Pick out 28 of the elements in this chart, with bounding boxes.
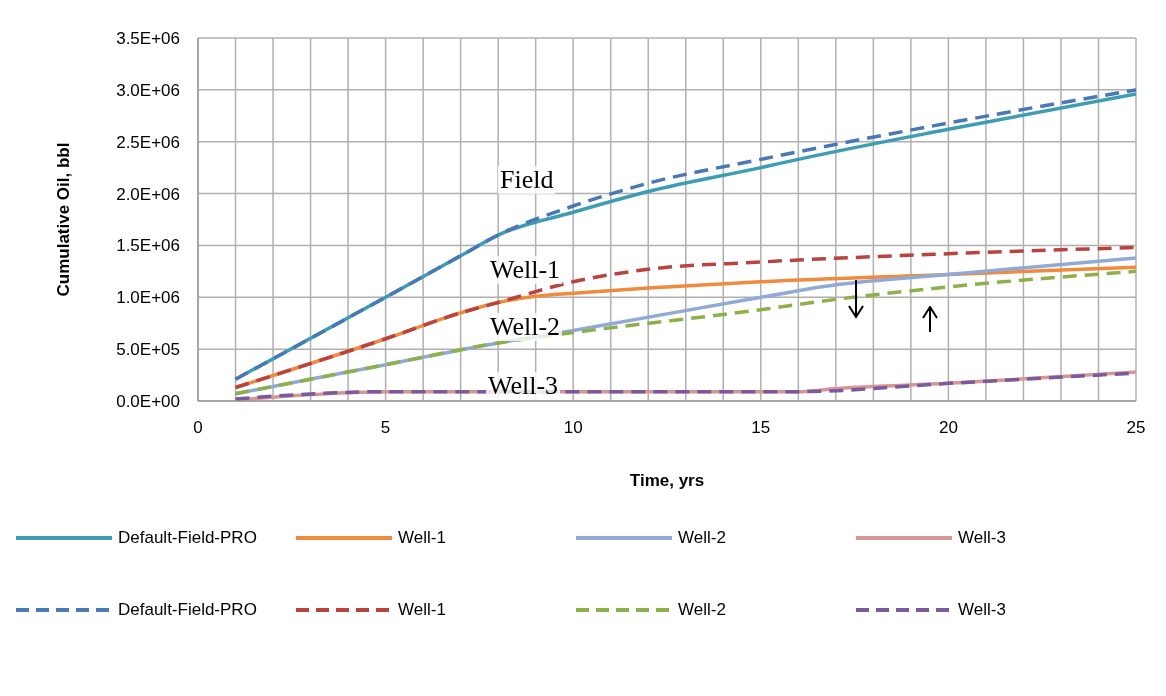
legend-label: Well-2 <box>678 600 726 620</box>
annotation: Well-2 <box>488 312 563 341</box>
legend-label: Default-Field-PRO <box>118 600 257 620</box>
y-tick-label: 1.0E+06 <box>116 288 180 308</box>
legend-label: Default-Field-PRO <box>118 528 257 548</box>
annotation: Field <box>498 165 556 194</box>
y-tick-label: 0.0E+00 <box>116 392 180 412</box>
x-tick-label: 5 <box>380 418 391 438</box>
y-tick-label: 2.0E+06 <box>116 184 180 204</box>
y-tick-label: 3.0E+06 <box>116 80 180 100</box>
x-tick-label: 0 <box>193 418 203 438</box>
x-tick-label: 10 <box>563 418 583 438</box>
y-tick-label: 5.0E+05 <box>116 340 180 360</box>
x-tick-label: 15 <box>751 418 771 438</box>
legend-label: Well-3 <box>958 528 1006 548</box>
legend-label: Well-1 <box>398 600 446 620</box>
legend-label: Well-3 <box>958 600 1006 620</box>
annotation: Well-1 <box>488 255 563 284</box>
y-axis-title: Cumulative Oil, bbl <box>54 142 74 297</box>
x-axis-title: Time, yrs <box>629 471 705 490</box>
x-tick-label: 20 <box>938 418 958 438</box>
y-tick-label: 1.5E+06 <box>116 236 180 256</box>
annotation: Well-3 <box>486 371 561 400</box>
legend-label: Well-2 <box>678 528 726 548</box>
y-tick-label: 2.5E+06 <box>116 132 180 152</box>
x-tick-label: 25 <box>1126 418 1146 438</box>
legend-label: Well-1 <box>398 528 446 548</box>
y-tick-label: 3.5E+06 <box>116 29 180 49</box>
